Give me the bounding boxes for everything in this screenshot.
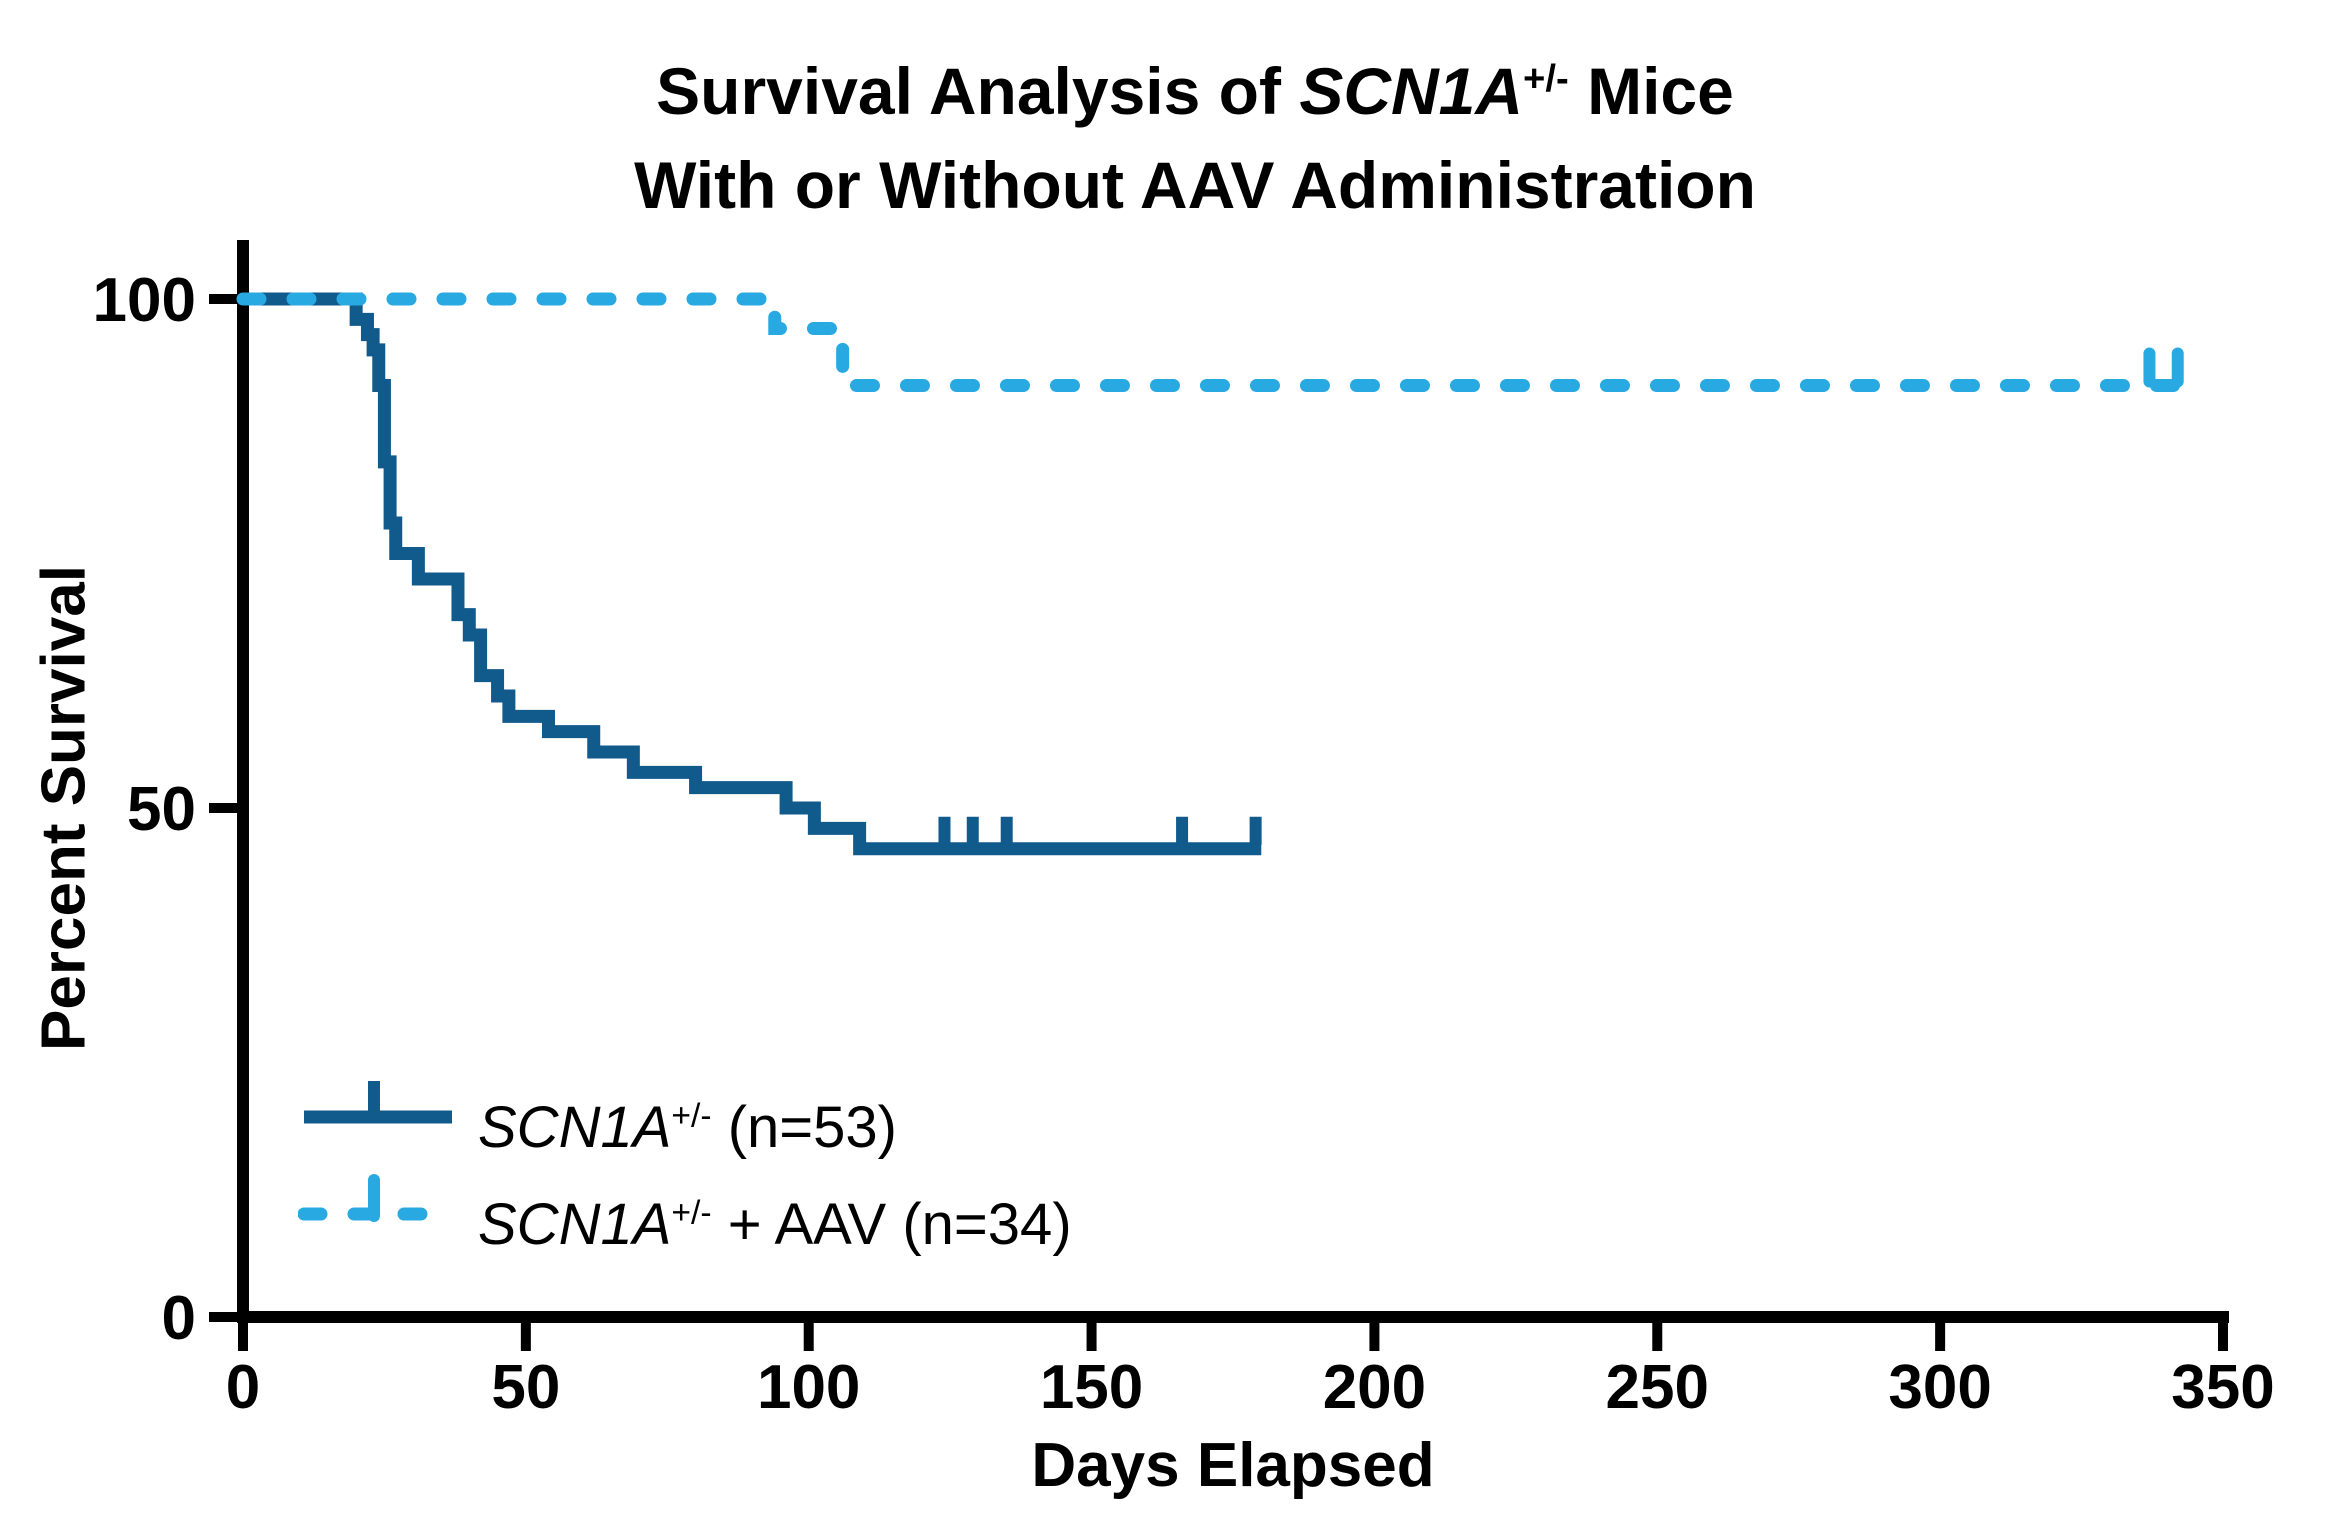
- x-tick-label: 100: [757, 1353, 860, 1422]
- legend-key-untreated: [298, 1073, 458, 1137]
- chart-title: Survival Analysis of SCN1A+/- Mice With …: [195, 44, 2195, 232]
- chart-title-line1: Survival Analysis of SCN1A+/- Mice: [656, 54, 1734, 128]
- gene-superscript: +/-: [671, 1097, 712, 1135]
- legend-key-dashed-line: [297, 1174, 459, 1222]
- x-tick-label: 350: [2171, 1353, 2274, 1422]
- legend-label-aav: SCN1A+/- + AAV (n=34): [478, 1192, 1072, 1257]
- x-tick-label: 0: [226, 1353, 260, 1422]
- gene-name-italic: SCN1A: [478, 1095, 672, 1160]
- gene-superscript: +/-: [1523, 57, 1569, 100]
- survival-curve-untreated: [243, 292, 1262, 856]
- legend-label-untreated: SCN1A+/- (n=53): [478, 1095, 897, 1160]
- y-tick-label: 0: [162, 1284, 196, 1353]
- chart-title-line2: With or Without AAV Administration: [634, 148, 1756, 222]
- x-axis-title: Days Elapsed: [1031, 1431, 1435, 1500]
- x-tick-label: 250: [1606, 1353, 1709, 1422]
- gene-superscript: +/-: [671, 1194, 712, 1232]
- x-tick-label: 300: [1888, 1353, 1991, 1422]
- legend-key-solid-line: [304, 1081, 452, 1124]
- gene-name-italic: SCN1A: [1299, 54, 1524, 128]
- y-tick-label: 100: [93, 266, 196, 335]
- survival-curve-aav: [236, 292, 2185, 393]
- x-tick-label: 150: [1040, 1353, 1143, 1422]
- x-tick-label: 200: [1323, 1353, 1426, 1422]
- y-tick-label: 50: [127, 775, 196, 844]
- x-tick-label: 50: [491, 1353, 560, 1422]
- legend-key-aav: [297, 1170, 459, 1234]
- y-axis-title: Percent Survival: [29, 565, 99, 1051]
- gene-name-italic: SCN1A: [478, 1192, 672, 1257]
